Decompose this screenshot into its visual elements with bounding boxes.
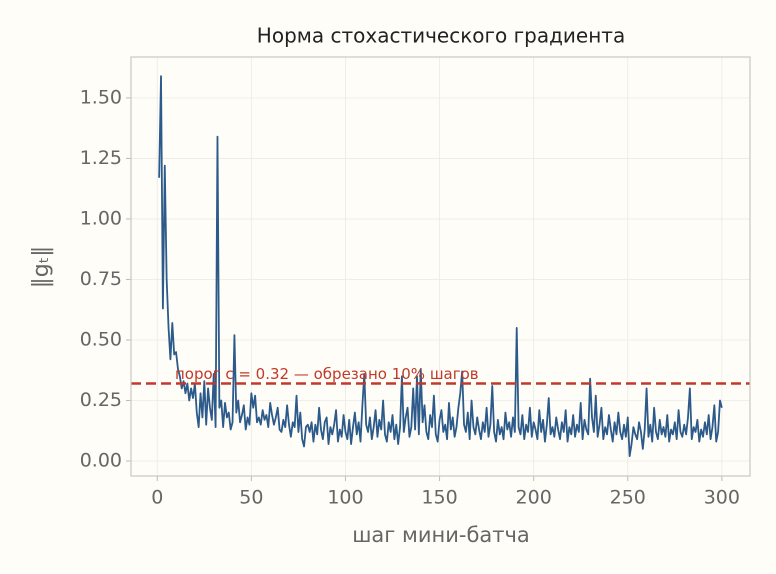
y-tick-label: 0.25	[80, 389, 122, 411]
x-tick-label: 150	[421, 487, 457, 509]
x-tick-label: 250	[610, 487, 646, 509]
x-axis-label: шаг мини-батча	[352, 523, 530, 547]
y-tick-label: 1.25	[80, 147, 122, 169]
y-tick-label: 0.00	[80, 449, 122, 471]
y-axis-label: ‖gₜ‖	[29, 246, 54, 288]
x-tick-label: 100	[327, 487, 363, 509]
y-tick-label: 1.00	[80, 207, 122, 229]
data-line	[158, 75, 723, 458]
y-tick-label: 0.50	[80, 328, 122, 350]
threshold-label: порог c = 0.32 — обрезано 10% шагов	[175, 365, 479, 383]
x-tick-label: 200	[516, 487, 552, 509]
y-tick-label: 0.75	[80, 268, 122, 290]
plot-frame	[130, 56, 751, 477]
x-tick-label: 300	[704, 487, 740, 509]
x-tick-label: 50	[239, 487, 263, 509]
y-tick-label: 1.50	[80, 86, 122, 108]
x-tick-label: 0	[151, 487, 163, 509]
chart-title: Норма стохастического градиента	[257, 24, 625, 48]
